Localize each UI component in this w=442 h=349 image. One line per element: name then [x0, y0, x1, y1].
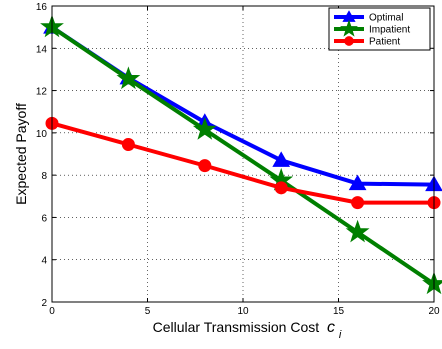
x-axis-label-subscript: i [339, 329, 342, 341]
y-tick-label: 6 [41, 213, 47, 224]
legend-label: Optimal [369, 13, 403, 24]
y-tick-label: 14 [36, 44, 48, 55]
x-tick-label: 10 [237, 306, 249, 317]
star-marker [192, 117, 217, 140]
y-axis-label: Expected Payoff [13, 103, 29, 205]
x-tick-label: 0 [49, 306, 55, 317]
x-tick-label: 15 [333, 306, 345, 317]
triangle-marker [348, 174, 367, 191]
legend-label: Impatient [369, 25, 410, 36]
circle-marker [351, 196, 365, 210]
y-tick-label: 2 [41, 298, 47, 309]
y-tick-label: 4 [41, 256, 47, 267]
legend-item-optimal: Optimal [334, 10, 403, 24]
series-patient [45, 116, 441, 210]
series-line [51, 121, 434, 205]
y-tick-label: 16 [36, 2, 48, 13]
triangle-marker [272, 151, 291, 167]
legend-item-impatient: Impatient [334, 19, 410, 37]
x-tick-label: 5 [145, 306, 151, 317]
circle-marker [198, 159, 212, 173]
x-axis-label-text: Cellular Transmission Cost [153, 319, 320, 335]
ticks: 0 5 10 15 20 2 4 6 8 10 12 14 16 [36, 2, 440, 317]
circle-marker [274, 181, 288, 195]
circle-marker [121, 137, 135, 151]
x-tick-label: 20 [428, 306, 440, 317]
legend-label: Patient [369, 37, 400, 48]
y-tick-label: 12 [36, 87, 48, 98]
star-marker [345, 219, 370, 243]
x-axis-label-symbol: c [327, 319, 335, 336]
x-axis-label: Cellular Transmission Cost c i [153, 319, 342, 341]
star-marker [116, 66, 141, 90]
series-line [50, 25, 436, 286]
circle-marker [344, 36, 354, 46]
star-marker [340, 19, 358, 37]
y-tick-label: 8 [41, 171, 47, 182]
y-tick-label: 10 [36, 129, 48, 140]
legend-item-patient: Patient [334, 36, 400, 48]
